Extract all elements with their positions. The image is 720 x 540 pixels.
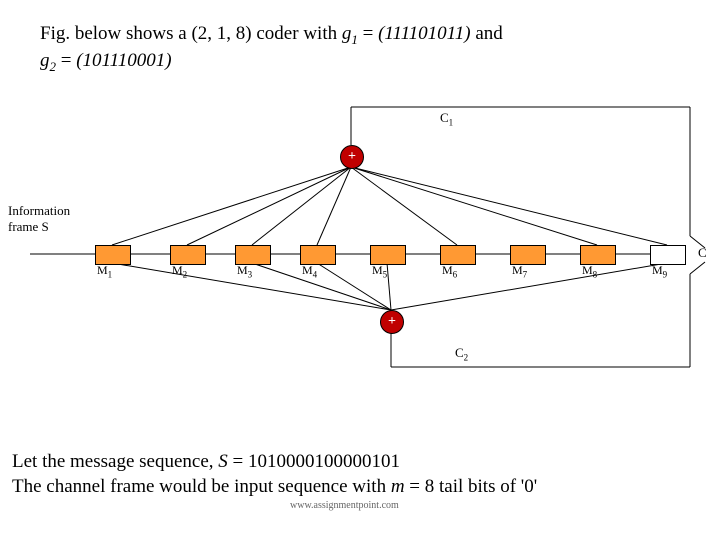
register-label-m4: M4: [302, 263, 317, 279]
register-label-m6: M6: [442, 263, 457, 279]
register-label-m1: M1: [97, 263, 112, 279]
cap-mid1: =: [358, 23, 378, 44]
register-m9: [650, 245, 686, 265]
register-label-m3: M3: [237, 263, 252, 279]
foot-m: m: [391, 476, 405, 497]
foot-mid1: = 1010000100000101: [228, 451, 400, 472]
cap-post1: and: [471, 23, 503, 44]
cap-g2-val: (101110001): [76, 50, 171, 71]
coder-diagram: C1 C2 Information frame S C + + M1 M2 M3 M4…: [0, 95, 720, 415]
c1-label: C1: [440, 110, 453, 128]
foot-S: S: [218, 451, 228, 472]
register-m5: [370, 245, 406, 265]
cap-pre: Fig. below shows a (2, 1, 8) coder with: [40, 23, 342, 44]
register-m6: [440, 245, 476, 265]
register-m3: [235, 245, 271, 265]
cap-g1-val: (111101011): [378, 23, 471, 44]
register-m2: [170, 245, 206, 265]
cap-mid2: =: [56, 50, 76, 71]
info-frame-label: Information frame S: [8, 203, 70, 234]
register-label-m5: M5: [372, 263, 387, 279]
adder-top: +: [340, 145, 364, 169]
cap-g1: g: [342, 23, 352, 44]
register-label-m9: M9: [652, 263, 667, 279]
register-m8: [580, 245, 616, 265]
register-label-m7: M7: [512, 263, 527, 279]
foot-post2: = 8 tail bits of '0': [405, 476, 538, 497]
adder-bottom: +: [380, 310, 404, 334]
footer-text: Let the message sequence, S = 1010000100…: [12, 450, 712, 499]
cap-g2: g: [40, 50, 50, 71]
register-m7: [510, 245, 546, 265]
source-url: www.assignmentpoint.com: [290, 500, 399, 511]
register-label-m8: M8: [582, 263, 597, 279]
page: Fig. below shows a (2, 1, 8) coder with …: [0, 0, 720, 540]
foot-pre1: Let the message sequence,: [12, 451, 218, 472]
foot-pre2: The channel frame would be input sequenc…: [12, 476, 391, 497]
caption: Fig. below shows a (2, 1, 8) coder with …: [40, 22, 680, 75]
output-c-label: C: [698, 245, 707, 261]
register-m1: [95, 245, 131, 265]
c2-label: C2: [455, 345, 468, 363]
register-m4: [300, 245, 336, 265]
register-label-m2: M2: [172, 263, 187, 279]
